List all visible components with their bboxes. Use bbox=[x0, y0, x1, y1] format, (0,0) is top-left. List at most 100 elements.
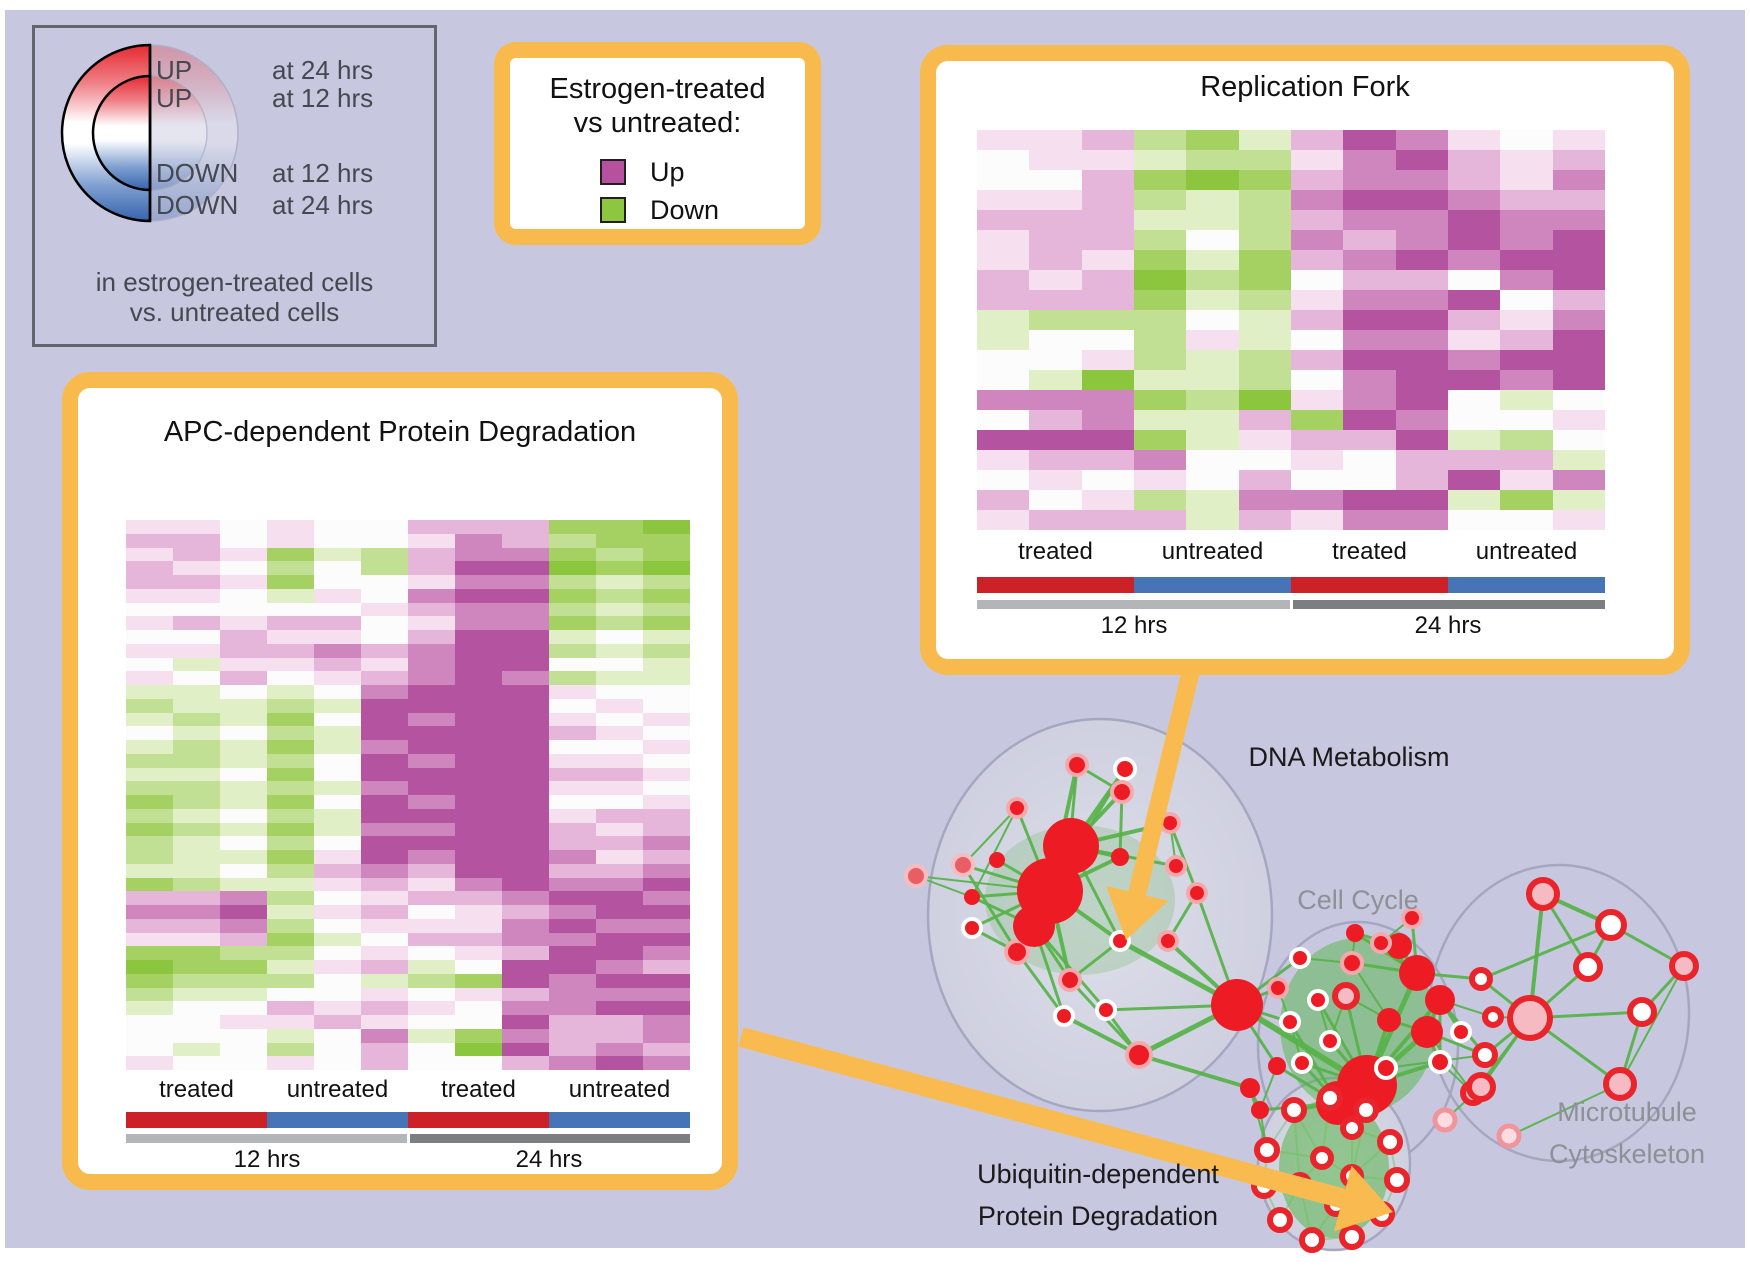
heatmap-cell bbox=[173, 1056, 220, 1070]
heatmap-cell bbox=[643, 520, 690, 534]
heatmap-cell bbox=[1029, 230, 1082, 250]
heatmap-cell bbox=[643, 836, 690, 850]
heatmap-cell bbox=[596, 836, 643, 850]
heatmap-cell bbox=[1029, 510, 1082, 530]
heatmap-cell bbox=[126, 781, 173, 795]
heatmap-cell bbox=[1500, 510, 1553, 530]
heatmap-cell bbox=[408, 575, 455, 589]
apc-degradation-title: APC-dependent Protein Degradation bbox=[163, 416, 637, 448]
heatmap-cell bbox=[549, 616, 596, 630]
heatmap-row bbox=[977, 390, 1605, 410]
heatmap-cell bbox=[1081, 490, 1134, 510]
heatmap-cell bbox=[596, 698, 643, 713]
heatmap-cell bbox=[361, 891, 408, 905]
network-cluster-label-mt: Microtubule Cytoskeleton bbox=[1548, 1097, 1706, 1169]
heatmap-cell bbox=[408, 643, 455, 658]
heatmap-row bbox=[126, 836, 690, 850]
heatmap-cell bbox=[1186, 250, 1239, 270]
heatmap-cell bbox=[1186, 310, 1239, 330]
heatmap-row bbox=[126, 1042, 690, 1057]
heatmap-cell bbox=[220, 877, 267, 892]
heatmap-row bbox=[126, 781, 690, 795]
heatmap-cell bbox=[1552, 170, 1605, 190]
heatmap-cell bbox=[1186, 490, 1239, 510]
heatmap-cell bbox=[549, 1042, 596, 1057]
heatmap-cell bbox=[549, 630, 596, 644]
time-label: 24 hrs bbox=[1414, 612, 1482, 639]
heatmap-row bbox=[126, 822, 690, 837]
heatmap-row bbox=[977, 450, 1605, 470]
heatmap-row bbox=[977, 170, 1605, 190]
heatmap-cell bbox=[502, 891, 549, 905]
heatmap-row bbox=[126, 740, 690, 754]
heatmap-cell bbox=[267, 987, 314, 1002]
heatmap-cell bbox=[549, 932, 596, 947]
heatmap-row bbox=[977, 510, 1605, 530]
heatmap-cell bbox=[596, 712, 643, 727]
heatmap-cell bbox=[455, 698, 502, 713]
heatmap-cell bbox=[361, 740, 408, 754]
heatmap-cell bbox=[173, 863, 220, 878]
heatmap-cell bbox=[1133, 430, 1187, 450]
heatmap-cell bbox=[596, 960, 643, 974]
heatmap-cell bbox=[549, 740, 596, 754]
apc-time-bars bbox=[126, 1134, 690, 1143]
heatmap-cell bbox=[220, 547, 267, 562]
heatmap-cell bbox=[314, 698, 361, 713]
heatmap-cell bbox=[1395, 250, 1448, 270]
heatmap-cell bbox=[173, 905, 220, 919]
heatmap-cell bbox=[1552, 210, 1605, 230]
heatmap-cell bbox=[643, 1015, 690, 1029]
heatmap-cell bbox=[408, 740, 455, 754]
heatmap-cell bbox=[502, 795, 549, 809]
heatmap-cell bbox=[549, 698, 596, 713]
heatmap-cell bbox=[1133, 190, 1187, 210]
heatmap-cell bbox=[361, 616, 408, 630]
heatmap-cell bbox=[977, 270, 1030, 290]
heatmap-cell bbox=[502, 987, 549, 1002]
heatmap-cell bbox=[314, 671, 361, 685]
heatmap-cell bbox=[1395, 290, 1448, 310]
heatmap-cell bbox=[1133, 210, 1187, 230]
replication-fork-title: Replication Fork bbox=[1200, 71, 1410, 103]
ring-time-label: at 24 hrs bbox=[272, 190, 374, 220]
heatmap-cell bbox=[361, 795, 408, 809]
heatmap-cell bbox=[126, 630, 173, 644]
heatmap-cell bbox=[1081, 210, 1134, 230]
heatmap-cell bbox=[1447, 250, 1501, 270]
heatmap-cell bbox=[361, 1056, 408, 1070]
heatmap-cell bbox=[455, 987, 502, 1002]
heatmap-cell bbox=[408, 671, 455, 685]
apc-group-labels: treated untreated treated untreated bbox=[126, 1076, 690, 1104]
heatmap-cell bbox=[408, 891, 455, 905]
heatmap-cell bbox=[173, 1028, 220, 1043]
heatmap-row bbox=[126, 808, 690, 823]
heatmap-cell bbox=[173, 1001, 220, 1015]
heatmap-cell bbox=[173, 602, 220, 617]
heatmap-cell bbox=[1500, 130, 1553, 150]
heatmap-cell bbox=[502, 918, 549, 933]
replication-fork-heatmap bbox=[977, 130, 1605, 530]
heatmap-cell bbox=[596, 1015, 643, 1029]
heatmap-cell bbox=[596, 973, 643, 988]
heatmap-cell bbox=[1238, 390, 1291, 410]
heatmap-cell bbox=[408, 918, 455, 933]
heatmap-cell bbox=[1395, 510, 1448, 530]
heatmap-cell bbox=[173, 561, 220, 575]
treatment-color-bar bbox=[408, 1112, 549, 1128]
heatmap-row bbox=[126, 726, 690, 740]
heatmap-cell bbox=[596, 877, 643, 892]
heatmap-cell bbox=[502, 822, 549, 837]
heatmap-cell bbox=[126, 1015, 173, 1029]
expression-ring-legend: UP at 24 hrs UP at 12 hrs DOWN at 12 hrs… bbox=[32, 25, 437, 347]
heatmap-cell bbox=[361, 960, 408, 974]
apc-degradation-heatmap bbox=[126, 520, 690, 1070]
heatmap-cell bbox=[1290, 430, 1344, 450]
heatmap-cell bbox=[126, 905, 173, 919]
heatmap-cell bbox=[643, 973, 690, 988]
heatmap-cell bbox=[1343, 490, 1396, 510]
heatmap-cell bbox=[502, 781, 549, 795]
up-down-ring-icon bbox=[60, 43, 239, 223]
heatmap-cell bbox=[408, 698, 455, 713]
heatmap-cell bbox=[126, 808, 173, 823]
